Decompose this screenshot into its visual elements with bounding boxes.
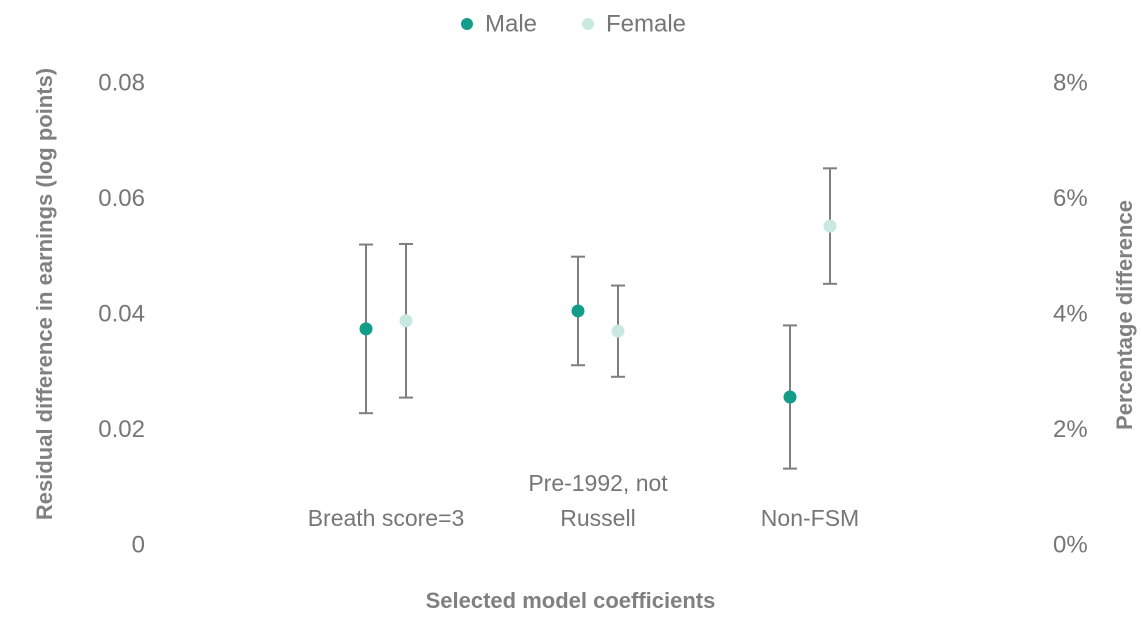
legend-marker	[461, 18, 473, 30]
y-tick-label: 0.02	[98, 416, 145, 443]
x-tick-label: Breath score=3	[307, 505, 465, 531]
y2-axis-title: Percentage difference	[1112, 200, 1137, 430]
y2-tick-label: 2%	[1053, 416, 1088, 443]
point	[399, 314, 413, 328]
y2-tick-label: 6%	[1053, 185, 1088, 212]
y-axis-title: Residual difference in earnings (log poi…	[32, 67, 57, 521]
point	[571, 304, 585, 318]
y-tick-label: 0.08	[98, 69, 145, 96]
y-tick-label: 0	[132, 531, 145, 558]
point	[823, 219, 837, 233]
legend-label: Female	[606, 10, 686, 37]
point	[359, 322, 373, 336]
y2-tick-label: 4%	[1053, 300, 1088, 327]
y2-tick-label: 0%	[1053, 531, 1088, 558]
legend-marker	[582, 18, 594, 30]
x-tick-label: Non-FSM	[760, 505, 860, 531]
x-tick-label: Pre-1992, not Russell	[528, 470, 668, 531]
y-tick-label: 0.04	[98, 300, 145, 327]
x-axis-title: Selected model coefficients	[425, 588, 716, 613]
y2-tick-label: 8%	[1053, 69, 1088, 96]
point	[611, 324, 625, 338]
legend-label: Male	[485, 10, 537, 37]
point	[783, 390, 797, 404]
y-tick-label: 0.06	[98, 185, 145, 212]
